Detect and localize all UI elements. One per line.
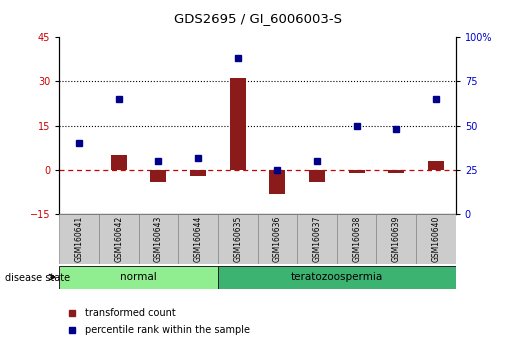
- Bar: [218, 266, 456, 289]
- Bar: [150, 170, 166, 182]
- Bar: [297, 214, 337, 264]
- Bar: [349, 170, 365, 173]
- Text: GSM160643: GSM160643: [154, 216, 163, 262]
- Bar: [99, 214, 139, 264]
- Text: normal: normal: [120, 272, 157, 282]
- Text: percentile rank within the sample: percentile rank within the sample: [85, 325, 250, 335]
- Text: GSM160638: GSM160638: [352, 216, 361, 262]
- Text: GSM160639: GSM160639: [392, 216, 401, 262]
- Bar: [139, 214, 178, 264]
- Bar: [269, 170, 285, 194]
- Text: disease state: disease state: [5, 273, 70, 283]
- Bar: [59, 214, 99, 264]
- Bar: [218, 214, 258, 264]
- Bar: [230, 79, 246, 170]
- Bar: [428, 161, 444, 170]
- Bar: [309, 170, 325, 182]
- Bar: [388, 170, 404, 173]
- Text: GSM160641: GSM160641: [75, 216, 83, 262]
- Text: teratozoospermia: teratozoospermia: [290, 272, 383, 282]
- Bar: [190, 170, 206, 176]
- Bar: [111, 155, 127, 170]
- Text: GSM160644: GSM160644: [194, 216, 202, 262]
- Text: GSM160636: GSM160636: [273, 216, 282, 262]
- Bar: [258, 214, 297, 264]
- Bar: [376, 214, 416, 264]
- Text: GSM160637: GSM160637: [313, 216, 321, 262]
- Text: GDS2695 / GI_6006003-S: GDS2695 / GI_6006003-S: [174, 12, 341, 25]
- Text: GSM160642: GSM160642: [114, 216, 123, 262]
- Text: GSM160640: GSM160640: [432, 216, 440, 262]
- Text: GSM160635: GSM160635: [233, 216, 242, 262]
- Bar: [178, 214, 218, 264]
- Bar: [59, 266, 218, 289]
- Text: transformed count: transformed count: [85, 308, 176, 318]
- Bar: [416, 214, 456, 264]
- Bar: [337, 214, 376, 264]
